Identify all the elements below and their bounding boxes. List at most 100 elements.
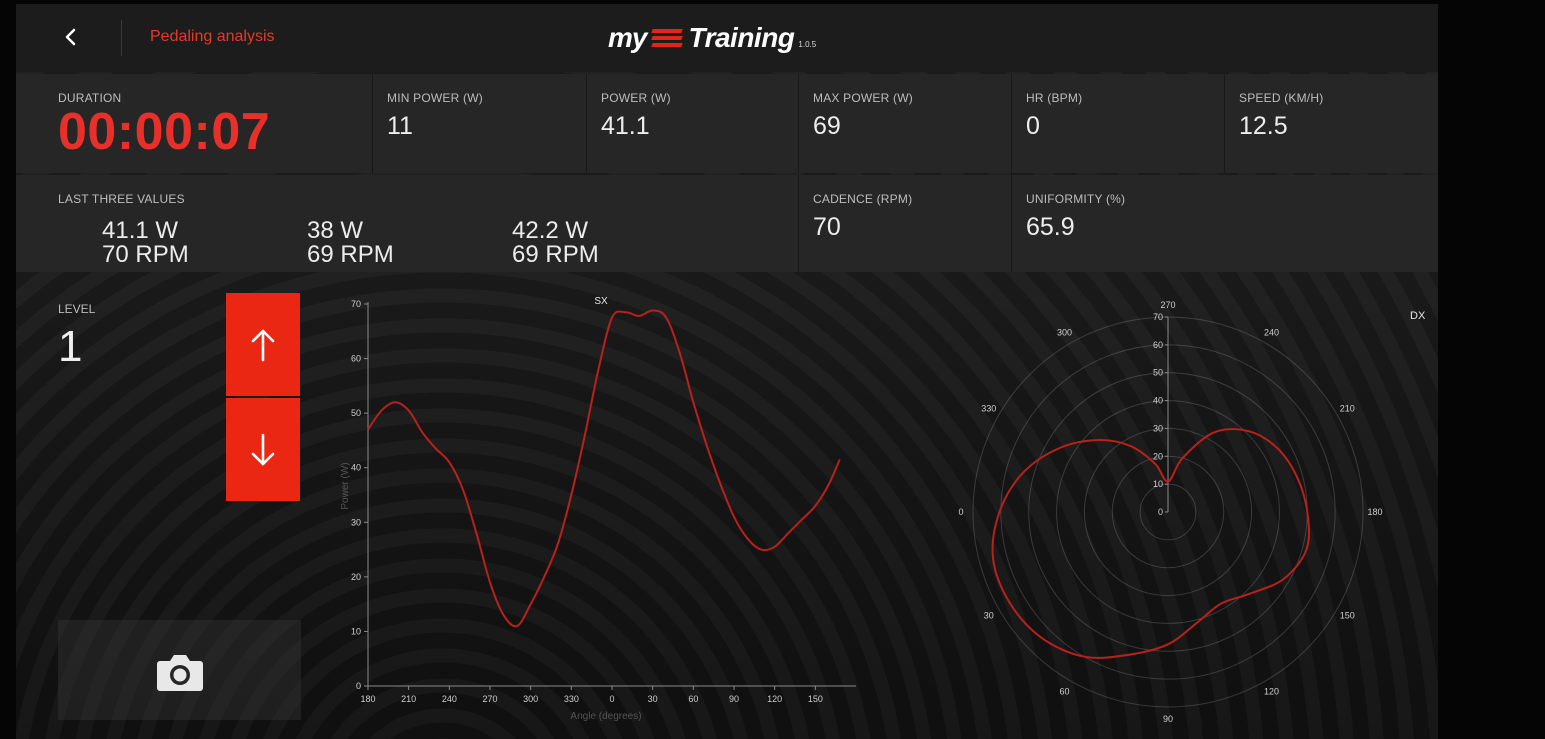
- last-value-3-watts: 42.2 W: [512, 217, 589, 244]
- polar-angle-label: 60: [1059, 686, 1069, 696]
- x-tick-label: 0: [609, 694, 614, 704]
- min-power-label: MIN POWER (W): [387, 91, 483, 105]
- top-bar: Pedaling analysis my Training 1.0.5: [16, 4, 1438, 72]
- y-tick-label: 10: [351, 626, 361, 636]
- level-value: 1: [58, 322, 83, 371]
- polar-angle-label: 180: [1367, 507, 1382, 517]
- polar-r-tick-label: 70: [1153, 312, 1163, 322]
- polar-angle-label: 210: [1340, 404, 1355, 414]
- logo-my: my: [608, 22, 647, 53]
- app-version: 1.0.5: [798, 40, 817, 49]
- last-value-1-watts: 41.1 W: [102, 217, 179, 244]
- x-tick-label: 90: [729, 694, 739, 704]
- polar-power-curve: [991, 428, 1311, 659]
- uniformity-cell: UNIFORMITY (%) 65.9: [1011, 175, 1438, 272]
- polar-r-tick-label: 60: [1153, 340, 1163, 350]
- arrow-up-icon: [251, 329, 275, 361]
- stats-row-top: DURATION 00:00:07 MIN POWER (W) 11 POWER…: [16, 74, 1438, 173]
- hr-label: HR (BPM): [1026, 91, 1083, 105]
- polar-angle-label: 330: [981, 404, 996, 414]
- page-title: Pedaling analysis: [150, 28, 275, 45]
- x-tick-label: 240: [442, 694, 457, 704]
- min-power-value: 11: [387, 112, 413, 140]
- x-tick-label: 300: [523, 694, 538, 704]
- line-chart-title: SX: [594, 296, 608, 307]
- y-tick-label: 20: [351, 572, 361, 582]
- power-label: POWER (W): [601, 91, 671, 105]
- max-power-value: 69: [813, 112, 841, 140]
- camera-button[interactable]: [156, 651, 204, 693]
- level-up-button[interactable]: [226, 293, 300, 396]
- logo-training: Training: [688, 22, 795, 53]
- back-button[interactable]: [56, 22, 86, 52]
- app-logo: my Training 1.0.5: [608, 22, 816, 56]
- divider: [121, 20, 122, 56]
- x-tick-label: 120: [767, 694, 782, 704]
- x-tick-label: 270: [482, 694, 497, 704]
- polar-r-tick-label: 0: [1158, 507, 1163, 517]
- polar-angle-label: 30: [984, 611, 994, 621]
- max-power-cell: MAX POWER (W) 69: [798, 74, 1012, 173]
- power-cell: POWER (W) 41.1: [586, 74, 799, 173]
- x-tick-label: 150: [808, 694, 823, 704]
- x-tick-label: 30: [648, 694, 658, 704]
- power-value: 41.1: [601, 112, 650, 140]
- duration-value: 00:00:07: [58, 103, 271, 161]
- polar-r-tick-label: 50: [1153, 368, 1163, 378]
- y-tick-label: 50: [351, 408, 361, 418]
- uniformity-value: 65.9: [1026, 213, 1075, 241]
- polar-r-tick-label: 10: [1153, 479, 1163, 489]
- power-curve-sx: [367, 309, 841, 628]
- last-three-values-cell: LAST THREE VALUES 41.1 W 70 RPM 38 W 69 …: [16, 175, 799, 272]
- y-tick-label: 0: [356, 681, 361, 691]
- polar-angle-label: 150: [1340, 611, 1355, 621]
- speed-value: 12.5: [1239, 112, 1288, 140]
- cadence-label: CADENCE (RPM): [813, 192, 913, 206]
- y-tick-label: 30: [351, 517, 361, 527]
- polar-angle-label: 90: [1163, 714, 1173, 724]
- y-axis-label: Power (W): [340, 462, 351, 509]
- x-axis-label: Angle (degrees): [570, 711, 641, 722]
- last-three-label: LAST THREE VALUES: [58, 192, 185, 206]
- power-polar-chart: 0102030405060702702402101801501209060300…: [958, 300, 1426, 724]
- last-value-2-rpm: 69 RPM: [307, 241, 394, 268]
- arrow-down-icon: [251, 433, 275, 465]
- polar-r-tick-label: 30: [1153, 423, 1163, 433]
- polar-r-tick-label: 40: [1153, 396, 1163, 406]
- polar-angle-label: 120: [1264, 686, 1279, 696]
- polar-title-right: DX: [1410, 310, 1426, 322]
- level-label: LEVEL: [58, 302, 96, 316]
- max-power-label: MAX POWER (W): [813, 91, 913, 105]
- x-tick-label: 60: [688, 694, 698, 704]
- polar-r-tick-label: 20: [1153, 451, 1163, 461]
- cadence-cell: CADENCE (RPM) 70: [798, 175, 1012, 272]
- cadence-value: 70: [813, 213, 841, 241]
- uniformity-label: UNIFORMITY (%): [1026, 192, 1126, 206]
- camera-icon: [157, 655, 203, 691]
- logo-bars: [651, 29, 684, 49]
- last-value-1: 41.1 W 70 RPM: [102, 219, 189, 267]
- speed-cell: SPEED (KM/H) 12.5: [1224, 74, 1438, 173]
- polar-angle-label: 240: [1264, 328, 1279, 338]
- x-tick-label: 180: [360, 694, 375, 704]
- last-value-2: 38 W 69 RPM: [307, 219, 394, 267]
- power-angle-line-chart: 0 10 20 30 40 50 60 70 180 210 240 270 300 330 0 30 60 90…: [340, 296, 856, 722]
- min-power-cell: MIN POWER (W) 11: [372, 74, 587, 173]
- y-tick-label: 60: [351, 354, 361, 364]
- duration-label: DURATION: [58, 91, 122, 105]
- level-down-button[interactable]: [226, 398, 300, 501]
- y-tick-label: 40: [351, 463, 361, 473]
- polar-angle-label: 270: [1160, 300, 1175, 310]
- polar-angle-label: 0: [958, 507, 963, 517]
- chevron-left-icon: [65, 28, 76, 46]
- speed-label: SPEED (KM/H): [1239, 91, 1324, 105]
- last-value-3-rpm: 69 RPM: [512, 241, 599, 268]
- duration-cell: DURATION 00:00:07: [16, 74, 373, 173]
- y-tick-label: 70: [351, 299, 361, 309]
- hr-cell: HR (BPM) 0: [1011, 74, 1225, 173]
- last-value-1-rpm: 70 RPM: [102, 241, 189, 268]
- last-value-2-watts: 38 W: [307, 217, 364, 244]
- x-tick-label: 210: [401, 694, 416, 704]
- last-value-3: 42.2 W 69 RPM: [512, 219, 599, 267]
- polar-angle-label: 300: [1057, 328, 1072, 338]
